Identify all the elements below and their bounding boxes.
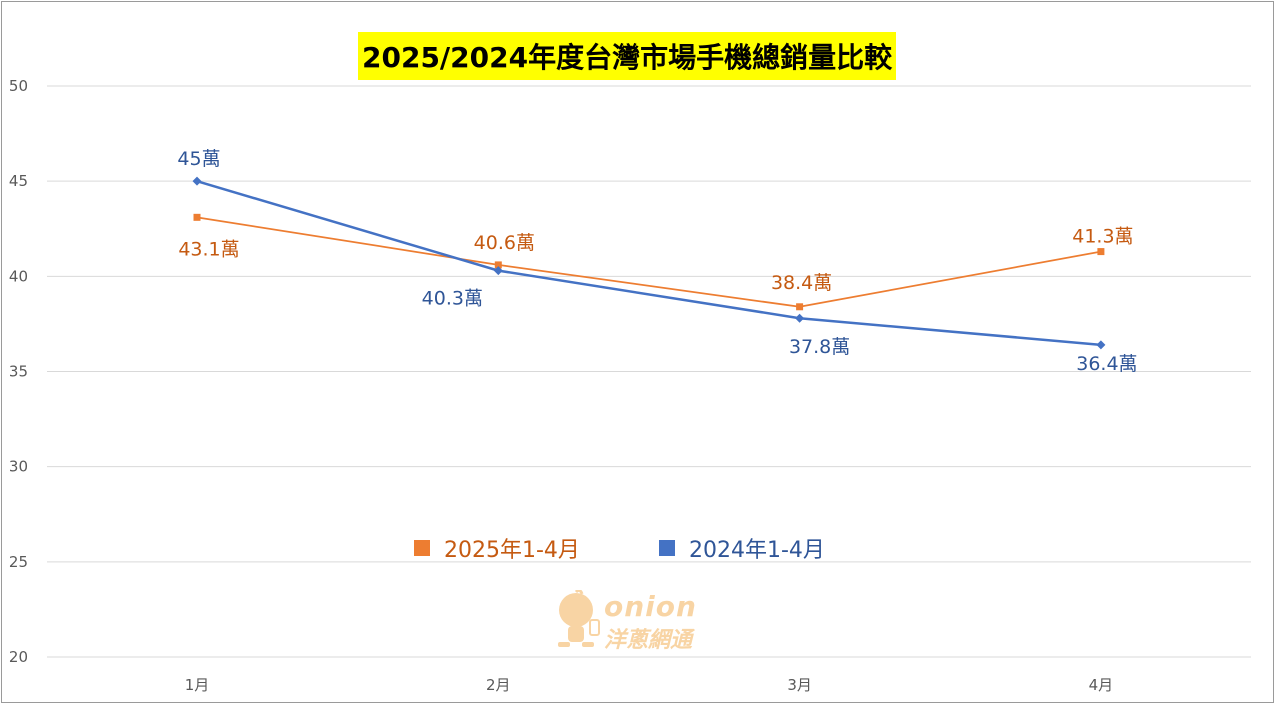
series-line-1: [196, 179, 1102, 347]
y-tick-label: 25: [9, 553, 28, 571]
chart-title: 2025/2024年度台灣市場手機總銷量比較: [358, 32, 897, 80]
data-label: 38.4萬: [771, 272, 832, 294]
y-tick-label: 20: [9, 648, 28, 666]
y-tick-label: 45: [9, 172, 28, 190]
data-label: 40.3萬: [422, 288, 483, 310]
x-tick-label: 2月: [486, 676, 511, 694]
series-line-0: [196, 216, 1102, 308]
legend-swatch-2025: [414, 540, 430, 556]
data-point-marker: [795, 313, 805, 323]
x-tick-label: 4月: [1089, 676, 1114, 694]
legend-label-2024: 2024年1-4月: [689, 538, 825, 563]
x-tick-label: 3月: [787, 676, 812, 694]
y-tick-label: 35: [9, 363, 28, 381]
data-point-marker: [796, 303, 804, 311]
data-label: 40.6萬: [474, 232, 535, 254]
legend-swatch-2024: [659, 540, 675, 556]
data-point-marker: [493, 266, 503, 276]
legend-item-2024: 2024年1-4月: [659, 532, 825, 564]
data-label: 36.4萬: [1076, 353, 1137, 375]
data-point-marker: [1096, 340, 1106, 350]
data-point-marker: [494, 261, 502, 269]
data-label: 45萬: [177, 148, 220, 170]
watermark-cjk: 洋蔥網通: [604, 628, 693, 653]
data-label: 43.1萬: [178, 238, 239, 260]
y-tick-label: 50: [9, 77, 28, 95]
y-tick-label: 40: [9, 267, 28, 285]
data-point-marker: [1097, 248, 1105, 256]
legend-item-2025: 2025年1-4月: [414, 532, 580, 564]
data-label: 41.3萬: [1072, 226, 1133, 248]
onion-mascot-icon: [558, 588, 600, 647]
legend-label-2025: 2025年1-4月: [444, 538, 580, 563]
data-label: 37.8萬: [789, 336, 850, 358]
y-tick-label: 30: [9, 458, 28, 476]
data-point-marker: [192, 176, 202, 186]
watermark-latin: onion: [604, 590, 697, 623]
onion-watermark-logo: onion 洋蔥網通: [554, 588, 724, 653]
x-tick-label: 1月: [185, 676, 210, 694]
data-point-marker: [193, 213, 201, 221]
